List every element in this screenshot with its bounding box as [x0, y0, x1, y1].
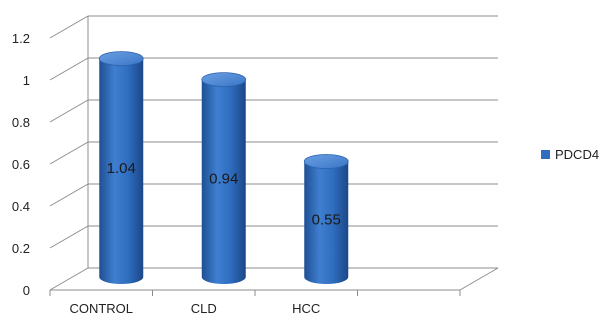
y-tick-label: 0.2 [12, 241, 30, 256]
bar-control [98, 51, 144, 284]
data-labels: 1.04 0.94 0.55 [107, 160, 341, 228]
x-tick-label: CLD [191, 301, 217, 316]
data-label: 0.94 [209, 170, 238, 187]
legend-swatch [541, 150, 550, 159]
data-label: 0.55 [312, 211, 341, 228]
y-tick-label: 0.4 [12, 199, 30, 214]
bar-top [98, 51, 144, 66]
bar-top [201, 72, 247, 87]
y-tick-label: 1.2 [12, 31, 30, 46]
y-tick-label: 0.6 [12, 157, 30, 172]
y-tick-label: 0.8 [12, 115, 30, 130]
gridline-slant [49, 15, 89, 39]
bar-cld [201, 72, 247, 284]
legend-label: PDCD4 [555, 147, 600, 162]
gridline-slant [49, 99, 89, 123]
axes: 0 0.2 0.4 0.6 0.8 1 1.2 CONTROL CLD HCC [12, 15, 499, 316]
bar-body [304, 161, 349, 284]
gridline-slant [49, 141, 89, 165]
bar-top [303, 154, 349, 169]
legend: PDCD4 [541, 147, 599, 162]
gridline-slant [49, 225, 89, 249]
bar-hcc [303, 154, 349, 284]
bar-body [99, 58, 144, 284]
gridline-slant [49, 183, 89, 207]
bar-body [201, 79, 246, 284]
bars [98, 51, 349, 284]
y-tick-label: 0 [23, 283, 30, 298]
data-label: 1.04 [107, 160, 136, 177]
floor-right-edge [459, 267, 499, 291]
x-tick-label: HCC [292, 301, 320, 316]
y-tick-label: 1 [23, 73, 30, 88]
x-tick-label: CONTROL [69, 301, 133, 316]
gridline-slant [49, 267, 89, 291]
gridline-slant [49, 57, 89, 81]
